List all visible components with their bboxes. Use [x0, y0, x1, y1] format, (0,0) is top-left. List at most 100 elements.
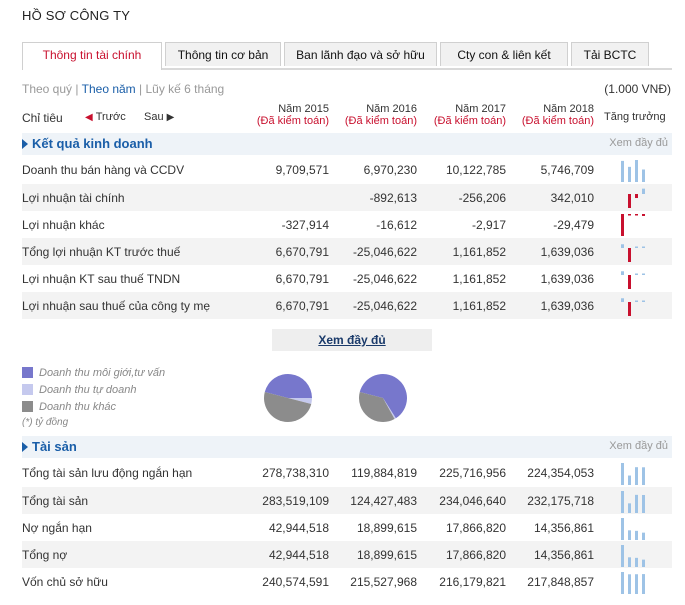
sparkline-bar	[621, 545, 624, 567]
sparkline-bar	[635, 246, 638, 248]
row-label: Lợi nhuận khác	[22, 218, 105, 232]
unit-label: (1.000 VNĐ)	[604, 82, 671, 96]
growth-sparkline	[621, 160, 645, 182]
sparkline-bar	[642, 273, 645, 275]
sparkline-bar	[621, 518, 624, 540]
view-full-button[interactable]: Xem đầy đủ	[272, 329, 432, 351]
year-label: Năm 2016	[366, 103, 417, 115]
tab-basic-info[interactable]: Thông tin cơ bản	[165, 42, 281, 66]
next-button[interactable]: Sau ▶	[144, 111, 174, 123]
cell-2016: 18,899,615	[356, 521, 417, 535]
sparkline-bar	[621, 298, 624, 302]
cell-2017: 234,046,640	[439, 494, 506, 508]
period-quarter-link[interactable]: Theo quý	[22, 82, 73, 96]
cell-2016: -25,046,622	[352, 245, 417, 259]
table-row: Tổng tài sản lưu động ngắn hạn 278,738,3…	[22, 459, 672, 487]
sparkline-bar	[628, 166, 631, 182]
sparkline-bar	[635, 574, 638, 594]
table-row: Lợi nhuận sau thuế của công ty mẹ 6,670,…	[22, 292, 672, 320]
legend-label: Doanh thu khác	[39, 401, 117, 413]
cell-2016: -25,046,622	[352, 272, 417, 286]
cell-2015: 6,670,791	[275, 272, 329, 286]
view-more-link[interactable]: Xem đầy đủ	[609, 137, 668, 149]
sparkline-bar	[628, 503, 631, 513]
tab-financial-info[interactable]: Thông tin tài chính	[22, 42, 162, 70]
row-label: Tổng tài sản	[22, 494, 89, 508]
period-separator: |	[139, 82, 143, 96]
cell-2016: 215,527,968	[350, 575, 417, 589]
period-year-link[interactable]: Theo năm	[81, 82, 136, 96]
legend-note: (*) tỷ đồng	[22, 417, 69, 428]
year-label: Năm 2018	[543, 103, 594, 115]
view-more-link[interactable]: Xem đầy đủ	[609, 440, 668, 452]
header-indicator-label: Chỉ tiêu	[22, 111, 63, 125]
arrow-right-icon: ▶	[166, 112, 175, 123]
growth-sparkline	[621, 545, 645, 567]
table-row: Doanh thu bán hàng và CCDV 9,709,571 6,9…	[22, 156, 672, 184]
cell-2017: 1,161,852	[452, 245, 506, 259]
cell-2017: -256,206	[458, 191, 506, 205]
prev-button[interactable]: ◀ Trước	[85, 111, 126, 123]
sparkline-bar	[642, 214, 645, 216]
growth-sparkline	[621, 271, 645, 289]
legend-label: Doanh thu môi giới,tư vấn	[39, 367, 166, 379]
cell-2017: 17,866,820	[445, 521, 506, 535]
cell-2015: 42,944,518	[268, 521, 329, 535]
sparkline-bar	[635, 530, 638, 540]
row-label: Nợ ngắn hạn	[22, 521, 92, 535]
cell-2017: 216,179,821	[439, 575, 506, 589]
page-title: HỒ SƠ CÔNG TY	[22, 8, 131, 23]
table-row: Lợi nhuận khác -327,914 -16,612 -2,917 -…	[22, 211, 672, 239]
cell-2017: 225,716,956	[439, 466, 506, 480]
pie-slice	[383, 398, 396, 420]
sparkline-bar	[642, 559, 645, 567]
table-row: Lợi nhuận KT sau thuế TNDN 6,670,791 -25…	[22, 265, 672, 293]
table-row: Lợi nhuận tài chính -892,613 -256,206 34…	[22, 184, 672, 212]
table-row: Vốn chủ sở hữu 240,574,591 215,527,968 2…	[22, 568, 672, 596]
cell-2016: 119,884,819	[351, 466, 417, 480]
cell-2015: 42,944,518	[268, 548, 329, 562]
audit-label: (Đã kiểm toán)	[521, 115, 594, 127]
sparkline-bar	[635, 300, 638, 302]
period-ytd-link[interactable]: Lũy kế 6 tháng	[145, 82, 225, 96]
header-year: Năm 2016 (Đã kiểm toán)	[329, 103, 417, 127]
pie-slice	[264, 373, 312, 398]
sparkline-bar	[628, 557, 631, 567]
row-label: Doanh thu bán hàng và CCDV	[22, 163, 185, 177]
section-arrow-icon	[22, 442, 28, 452]
cell-2015: -327,914	[281, 218, 329, 232]
prev-label: Trước	[95, 111, 126, 123]
tab-subsidiaries[interactable]: Cty con & liên kết	[440, 42, 568, 66]
row-label: Lợi nhuận KT sau thuế TNDN	[22, 272, 181, 286]
growth-sparkline	[621, 518, 645, 540]
header-year: Năm 2015 (Đã kiểm toán)	[241, 103, 329, 127]
cell-2017: -2,917	[471, 218, 506, 232]
row-label: Vốn chủ sở hữu	[22, 575, 108, 589]
legend-item: Doanh thu khác	[22, 400, 165, 417]
pie-slice	[359, 392, 395, 422]
cell-2017: 1,161,852	[452, 272, 506, 286]
growth-sparkline	[621, 463, 645, 485]
sparkline-bar	[628, 214, 631, 216]
table-row: Tổng nợ 42,944,518 18,899,615 17,866,820…	[22, 541, 672, 569]
legend-swatch	[22, 401, 33, 412]
tab-management-ownership[interactable]: Ban lãnh đạo và sở hữu	[284, 42, 437, 66]
cell-2017: 10,122,785	[445, 163, 506, 177]
row-label: Tổng nợ	[22, 548, 68, 562]
audit-label: (Đã kiểm toán)	[433, 115, 506, 127]
pie-slice	[359, 374, 407, 419]
section-title: Tài sản	[32, 439, 77, 454]
row-label: Lợi nhuận tài chính	[22, 191, 125, 205]
cell-2016: -892,613	[369, 191, 417, 205]
tab-download-report[interactable]: Tải BCTC	[571, 42, 649, 66]
sparkline-bar	[642, 467, 645, 485]
section-title: Kết quả kinh doanh	[32, 136, 153, 151]
pie-slice	[264, 392, 312, 422]
sparkline-bar	[642, 574, 645, 594]
sparkline-bar	[628, 302, 631, 316]
sparkline-bar	[621, 572, 624, 594]
header-year: Năm 2017 (Đã kiểm toán)	[418, 103, 506, 127]
cell-2018: -29,479	[553, 218, 594, 232]
pie-slice	[288, 398, 312, 404]
sparkline-bar	[621, 160, 624, 182]
